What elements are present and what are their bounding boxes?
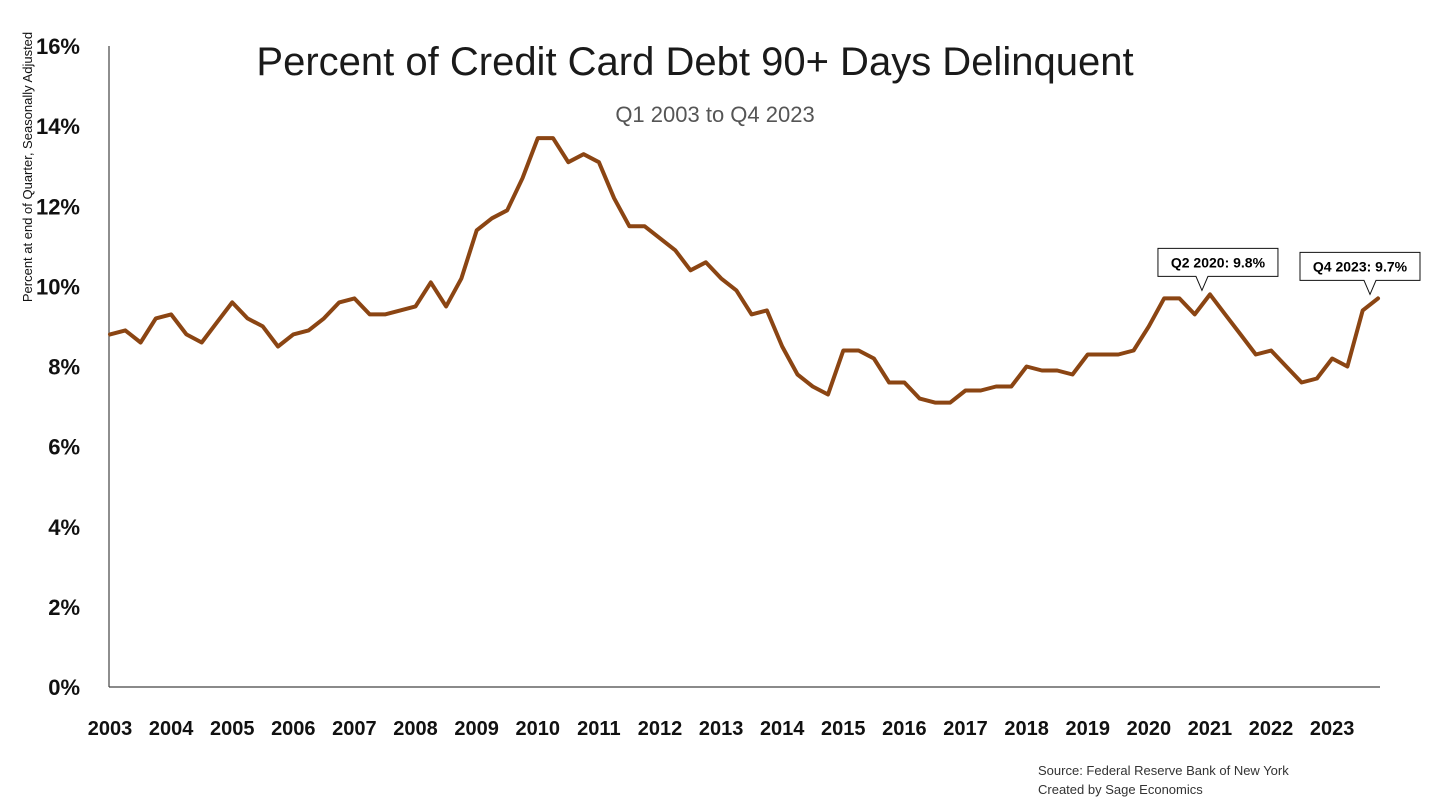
y-tick-label: 14% xyxy=(36,114,80,139)
y-tick-label: 10% xyxy=(36,274,80,299)
x-tick-label: 2003 xyxy=(88,718,133,740)
y-tick-label: 12% xyxy=(36,194,80,219)
y-tick-label: 2% xyxy=(48,595,80,620)
x-tick-label: 2016 xyxy=(882,718,927,740)
y-axis-label: Percent at end of Quarter, Seasonally Ad… xyxy=(20,32,35,302)
y-tick-label: 6% xyxy=(48,435,80,460)
x-tick-label: 2021 xyxy=(1188,718,1233,740)
series-group xyxy=(108,136,1380,405)
annotation-label: Q4 2023: 9.7% xyxy=(1313,258,1408,274)
x-tick-label: 2009 xyxy=(454,718,499,740)
y-tick-label: 16% xyxy=(36,34,80,59)
source-line: Source: Federal Reserve Bank of New York xyxy=(1038,763,1289,778)
chart-subtitle: Q1 2003 to Q4 2023 xyxy=(615,102,814,127)
annotation-label: Q2 2020: 9.8% xyxy=(1171,254,1266,270)
annotation-box xyxy=(1157,247,1279,292)
annotations: Q2 2020: 9.8% Q4 2023: 9.7% xyxy=(1157,247,1421,296)
annotation-box xyxy=(1299,251,1421,296)
y-tick-label: 4% xyxy=(48,515,80,540)
x-tick-label: 2006 xyxy=(271,718,316,740)
x-tick-label: 2011 xyxy=(577,718,620,740)
x-tick-label: 2018 xyxy=(1004,718,1049,740)
x-tick-label: 2007 xyxy=(332,718,377,740)
x-tick-label: 2013 xyxy=(699,718,744,740)
x-tick-label: 2008 xyxy=(393,718,438,740)
x-tick-labels: 2003 2004 2005 2006 2007 2008 2009 2010 2011 2012… xyxy=(88,718,1355,740)
y-tick-label: 8% xyxy=(48,355,80,380)
y-tick-label: 0% xyxy=(48,675,80,700)
chart-title: Percent of Credit Card Debt 90+ Days Del… xyxy=(256,40,1133,84)
x-tick-label: 2023 xyxy=(1310,718,1355,740)
credit-line: Created by Sage Economics xyxy=(1038,782,1203,797)
x-tick-label: 2012 xyxy=(638,718,683,740)
x-tick-label: 2014 xyxy=(760,718,805,740)
x-tick-label: 2019 xyxy=(1065,718,1110,740)
x-tick-label: 2004 xyxy=(149,718,194,740)
x-tick-label: 2010 xyxy=(516,718,561,740)
x-tick-label: 2005 xyxy=(210,718,255,740)
x-tick-label: 2022 xyxy=(1249,718,1294,740)
series-line xyxy=(108,136,1380,405)
x-tick-label: 2015 xyxy=(821,718,866,740)
x-tick-label: 2017 xyxy=(943,718,988,740)
x-tick-label: 2020 xyxy=(1127,718,1172,740)
y-tick-labels: 0% 2% 4% 6% 8% 10% 12% 14% 16% xyxy=(36,34,80,700)
